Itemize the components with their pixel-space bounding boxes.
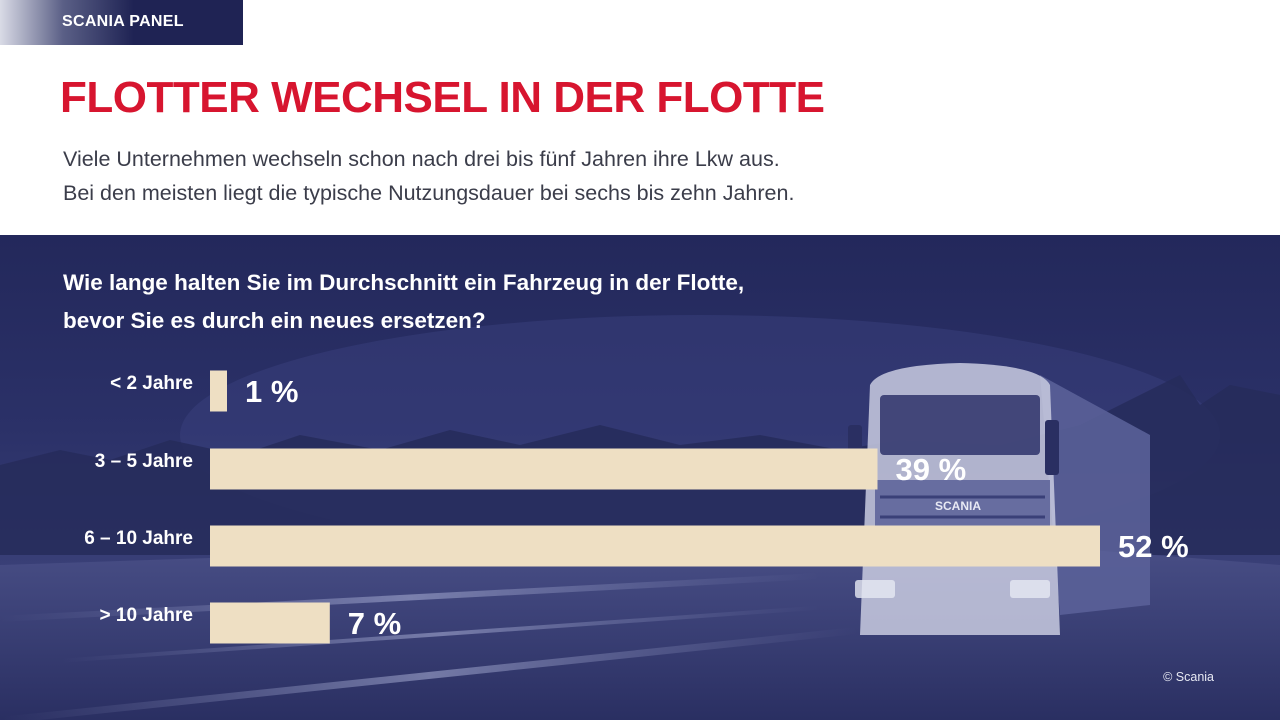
bar-3 bbox=[210, 602, 330, 644]
question-line-2: bevor Sie es durch ein neues ersetzen? bbox=[63, 308, 486, 333]
category-label: 3 – 5 Jahre bbox=[95, 451, 193, 472]
page-title: FLOTTER WECHSEL IN DER FLOTTE bbox=[60, 73, 825, 122]
subtitle-line-2: Bei den meisten liegt die typische Nutzu… bbox=[63, 181, 795, 205]
question-line-1: Wie lange halten Sie im Durchschnitt ein… bbox=[63, 270, 745, 295]
bar-1 bbox=[210, 448, 878, 490]
value-label: 1 % bbox=[245, 374, 298, 409]
panel-badge: SCANIA PANEL bbox=[0, 0, 243, 45]
value-label: 7 % bbox=[348, 606, 401, 641]
bar-2 bbox=[210, 525, 1100, 567]
value-label: 52 % bbox=[1118, 529, 1189, 564]
truck-road-photo: SCANIA bbox=[0, 315, 1280, 720]
bar-0 bbox=[210, 370, 227, 412]
category-label: < 2 Jahre bbox=[110, 373, 193, 394]
svg-text:SCANIA: SCANIA bbox=[935, 499, 981, 513]
value-label: 39 % bbox=[896, 452, 967, 487]
subtitle-line-1: Viele Unternehmen wechseln schon nach dr… bbox=[63, 147, 780, 171]
hero-background: SCANIA bbox=[0, 235, 1280, 720]
category-label: 6 – 10 Jahre bbox=[84, 528, 193, 549]
category-label: > 10 Jahre bbox=[100, 605, 194, 626]
panel-badge-label: SCANIA PANEL bbox=[62, 13, 184, 30]
copyright-note: © Scania bbox=[1163, 670, 1214, 684]
truck-cab: SCANIA bbox=[848, 363, 1060, 635]
